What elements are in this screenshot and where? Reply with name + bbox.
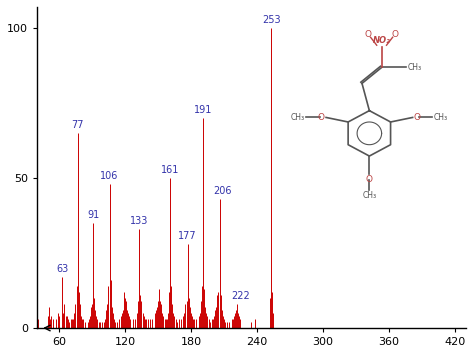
Text: 106: 106: [100, 171, 119, 181]
Text: 177: 177: [178, 231, 197, 241]
Text: 191: 191: [194, 105, 212, 115]
Text: 63: 63: [56, 264, 68, 274]
Text: 253: 253: [262, 15, 281, 25]
Text: 222: 222: [231, 291, 250, 301]
Text: 91: 91: [87, 210, 99, 220]
Text: 206: 206: [214, 186, 232, 196]
Text: 133: 133: [130, 216, 148, 226]
Text: 161: 161: [161, 165, 179, 175]
Text: 77: 77: [72, 120, 84, 130]
